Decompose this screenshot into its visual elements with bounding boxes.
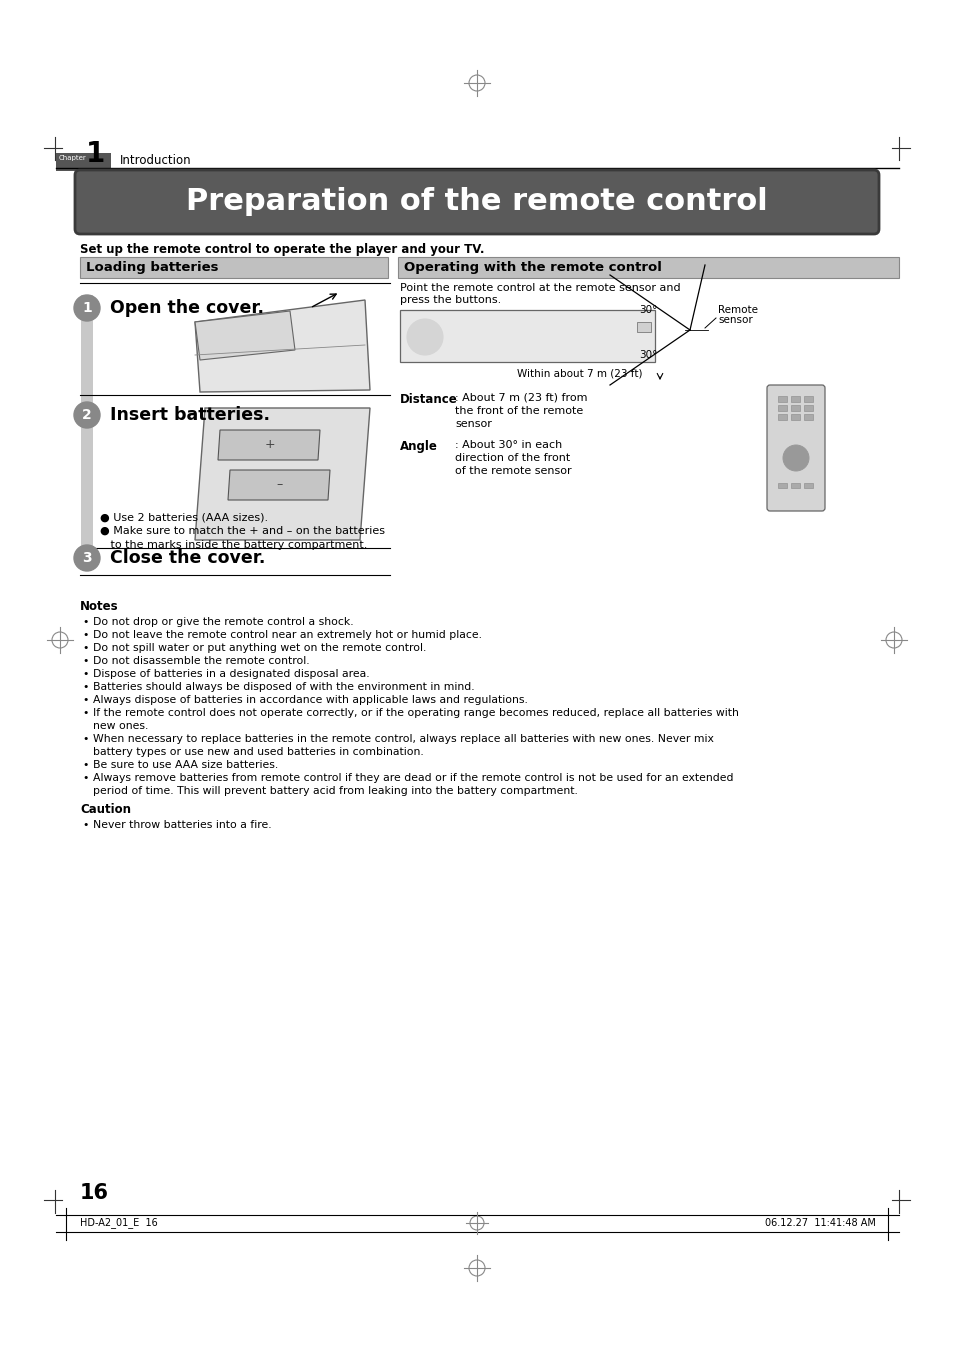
Text: 2: 2 bbox=[82, 408, 91, 422]
Text: Do not drop or give the remote control a shock.: Do not drop or give the remote control a… bbox=[92, 617, 354, 627]
Text: Always remove batteries from remote control if they are dead or if the remote co: Always remove batteries from remote cont… bbox=[92, 773, 733, 784]
Text: Notes: Notes bbox=[80, 600, 118, 613]
Text: •: • bbox=[82, 643, 89, 653]
Text: sensor: sensor bbox=[718, 315, 752, 326]
Text: +: + bbox=[264, 439, 275, 451]
Text: Open the cover.: Open the cover. bbox=[110, 299, 264, 317]
Text: Distance: Distance bbox=[399, 393, 457, 407]
Text: •: • bbox=[82, 708, 89, 717]
Text: 30°: 30° bbox=[639, 305, 657, 315]
Text: Do not spill water or put anything wet on the remote control.: Do not spill water or put anything wet o… bbox=[92, 643, 426, 653]
Text: •: • bbox=[82, 617, 89, 627]
Polygon shape bbox=[194, 300, 370, 392]
FancyBboxPatch shape bbox=[778, 396, 786, 403]
Text: new ones.: new ones. bbox=[92, 721, 149, 731]
Text: Always dispose of batteries in accordance with applicable laws and regulations.: Always dispose of batteries in accordanc… bbox=[92, 694, 527, 705]
Text: •: • bbox=[82, 669, 89, 680]
FancyBboxPatch shape bbox=[778, 413, 786, 420]
Text: 1: 1 bbox=[82, 301, 91, 315]
Text: Operating with the remote control: Operating with the remote control bbox=[403, 262, 661, 274]
FancyBboxPatch shape bbox=[790, 405, 800, 411]
Text: Batteries should always be disposed of with the environment in mind.: Batteries should always be disposed of w… bbox=[92, 682, 475, 692]
Text: Never throw batteries into a fire.: Never throw batteries into a fire. bbox=[92, 820, 272, 830]
Text: ● Make sure to match the + and – on the batteries: ● Make sure to match the + and – on the … bbox=[100, 526, 385, 536]
Text: •: • bbox=[82, 761, 89, 770]
Circle shape bbox=[74, 403, 100, 428]
Text: •: • bbox=[82, 630, 89, 640]
Text: battery types or use new and used batteries in combination.: battery types or use new and used batter… bbox=[92, 747, 423, 757]
Text: Angle: Angle bbox=[399, 440, 437, 453]
Circle shape bbox=[782, 444, 808, 471]
Text: Preparation of the remote control: Preparation of the remote control bbox=[186, 188, 767, 216]
Text: the front of the remote: the front of the remote bbox=[455, 407, 582, 416]
Text: Close the cover.: Close the cover. bbox=[110, 549, 265, 567]
Text: Do not leave the remote control near an extremely hot or humid place.: Do not leave the remote control near an … bbox=[92, 630, 481, 640]
Text: Introduction: Introduction bbox=[120, 154, 192, 168]
Text: Insert batteries.: Insert batteries. bbox=[110, 407, 270, 424]
Text: When necessary to replace batteries in the remote control, always replace all ba: When necessary to replace batteries in t… bbox=[92, 734, 713, 744]
Text: direction of the front: direction of the front bbox=[455, 453, 570, 463]
Text: period of time. This will prevent battery acid from leaking into the battery com: period of time. This will prevent batter… bbox=[92, 786, 578, 796]
Text: Loading batteries: Loading batteries bbox=[86, 262, 218, 274]
FancyBboxPatch shape bbox=[803, 396, 812, 403]
FancyBboxPatch shape bbox=[790, 396, 800, 403]
FancyBboxPatch shape bbox=[397, 257, 898, 278]
FancyBboxPatch shape bbox=[803, 405, 812, 411]
Text: Set up the remote control to operate the player and your TV.: Set up the remote control to operate the… bbox=[80, 243, 484, 255]
Text: Do not disassemble the remote control.: Do not disassemble the remote control. bbox=[92, 657, 310, 666]
Circle shape bbox=[407, 319, 442, 355]
FancyBboxPatch shape bbox=[778, 405, 786, 411]
FancyBboxPatch shape bbox=[790, 484, 800, 488]
Text: •: • bbox=[82, 820, 89, 830]
FancyBboxPatch shape bbox=[80, 257, 388, 278]
Text: •: • bbox=[82, 694, 89, 705]
Text: Dispose of batteries in a designated disposal area.: Dispose of batteries in a designated dis… bbox=[92, 669, 369, 680]
FancyBboxPatch shape bbox=[790, 413, 800, 420]
FancyBboxPatch shape bbox=[803, 413, 812, 420]
FancyBboxPatch shape bbox=[766, 385, 824, 511]
FancyBboxPatch shape bbox=[75, 170, 878, 234]
Text: ● Use 2 batteries (AAA sizes).: ● Use 2 batteries (AAA sizes). bbox=[100, 512, 268, 521]
FancyBboxPatch shape bbox=[803, 484, 812, 488]
Text: : About 7 m (23 ft) from: : About 7 m (23 ft) from bbox=[455, 393, 587, 403]
Text: of the remote sensor: of the remote sensor bbox=[455, 466, 571, 476]
Text: : About 30° in each: : About 30° in each bbox=[455, 440, 561, 450]
Text: 1: 1 bbox=[87, 141, 106, 168]
Text: If the remote control does not operate correctly, or if the operating range beco: If the remote control does not operate c… bbox=[92, 708, 739, 717]
Text: Be sure to use AAA size batteries.: Be sure to use AAA size batteries. bbox=[92, 761, 278, 770]
Text: Remote: Remote bbox=[718, 305, 758, 315]
Text: Chapter: Chapter bbox=[59, 155, 87, 161]
Polygon shape bbox=[228, 470, 330, 500]
Text: Caution: Caution bbox=[80, 802, 131, 816]
FancyBboxPatch shape bbox=[399, 309, 655, 362]
Polygon shape bbox=[194, 311, 294, 359]
Text: •: • bbox=[82, 734, 89, 744]
FancyBboxPatch shape bbox=[778, 484, 786, 488]
Text: 16: 16 bbox=[80, 1183, 109, 1202]
Text: –: – bbox=[276, 478, 283, 492]
Polygon shape bbox=[194, 408, 370, 540]
Text: sensor: sensor bbox=[455, 419, 492, 430]
FancyBboxPatch shape bbox=[56, 153, 111, 172]
Text: 30°: 30° bbox=[639, 350, 657, 359]
Text: Within about 7 m (23 ft): Within about 7 m (23 ft) bbox=[517, 367, 642, 378]
Polygon shape bbox=[218, 430, 319, 459]
FancyBboxPatch shape bbox=[637, 322, 650, 332]
Text: Point the remote control at the remote sensor and
press the buttons.: Point the remote control at the remote s… bbox=[399, 282, 679, 304]
Text: to the marks inside the battery compartment.: to the marks inside the battery compartm… bbox=[100, 540, 367, 550]
FancyBboxPatch shape bbox=[81, 295, 92, 563]
Text: •: • bbox=[82, 682, 89, 692]
Text: •: • bbox=[82, 657, 89, 666]
Circle shape bbox=[74, 544, 100, 571]
Text: 06.12.27  11:41:48 AM: 06.12.27 11:41:48 AM bbox=[764, 1219, 875, 1228]
Text: HD-A2_01_E  16: HD-A2_01_E 16 bbox=[80, 1217, 157, 1228]
Text: 3: 3 bbox=[82, 551, 91, 565]
Text: •: • bbox=[82, 773, 89, 784]
Circle shape bbox=[74, 295, 100, 322]
